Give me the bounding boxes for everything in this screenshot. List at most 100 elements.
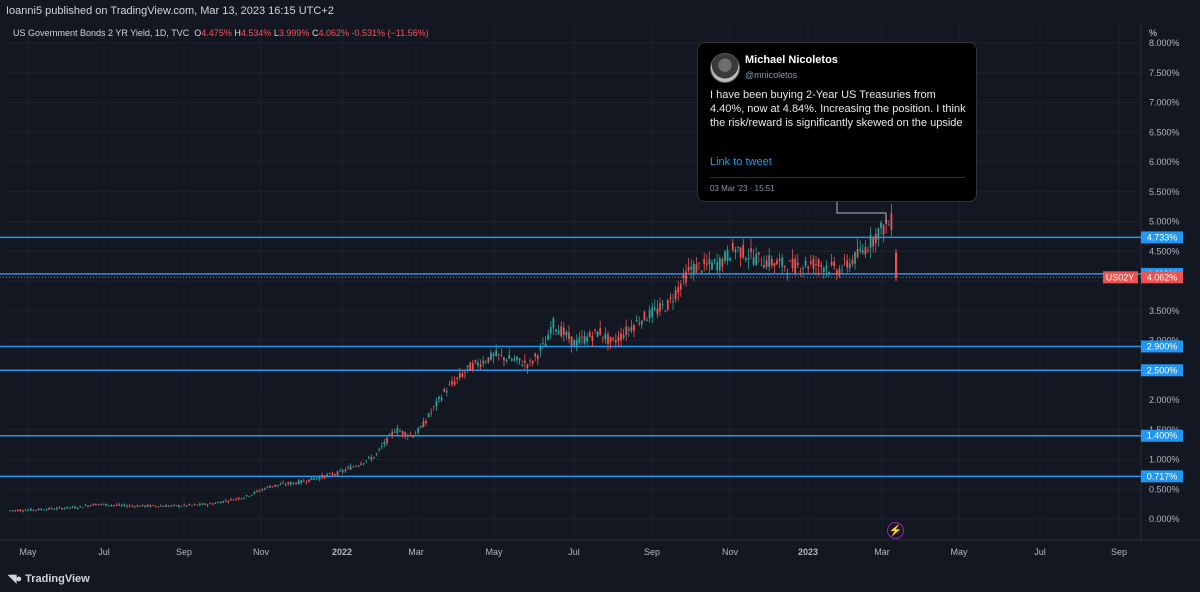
candle-body — [560, 326, 563, 337]
candle-body — [586, 336, 589, 342]
level-price-label: 1.400% — [1147, 431, 1178, 441]
candle-body — [380, 446, 383, 448]
axis-unit-label: % — [1149, 28, 1157, 38]
candle-body — [854, 252, 856, 264]
candle-body — [760, 265, 763, 267]
candle-body — [165, 505, 167, 507]
candle-body — [409, 434, 412, 436]
candle-body — [297, 480, 300, 485]
candle-body — [128, 505, 131, 507]
candle-body — [149, 505, 152, 507]
y-tick-label: 6.000% — [1149, 157, 1180, 167]
candle-body — [35, 509, 37, 511]
symbol-tag — [1103, 271, 1138, 284]
candle-body — [482, 360, 485, 364]
candle-body — [848, 263, 851, 269]
candle-body — [612, 337, 615, 340]
candle-body — [682, 273, 685, 279]
candle-body — [747, 258, 750, 260]
candle-body — [469, 362, 472, 371]
candle-body — [167, 505, 170, 507]
candle-body — [887, 224, 890, 226]
candle-body — [126, 505, 128, 507]
candle-body — [687, 266, 690, 271]
candle-body — [404, 432, 407, 437]
candle-body — [781, 257, 784, 267]
price-chart[interactable]: %8.000% 7.500% 7.000% 6.500% 6.000% 5.500% 5.0… — [0, 0, 1200, 566]
candle-body — [607, 334, 609, 344]
candle-body — [37, 508, 40, 511]
candle-body — [653, 307, 656, 310]
publish-header: Ioanni5 published on TradingView.com, Ma… — [0, 0, 1200, 24]
candle-body — [224, 500, 227, 502]
x-tick-label: Jul — [98, 547, 110, 557]
candle-body — [45, 509, 48, 511]
candle-body — [477, 362, 479, 366]
candle-body — [835, 270, 838, 275]
candle-body — [188, 504, 191, 506]
candle-body — [773, 263, 776, 267]
x-tick-label: Sep — [176, 547, 192, 557]
candle-body — [357, 465, 360, 467]
candle-body — [406, 435, 409, 437]
y-tick-label: 0.500% — [1149, 484, 1180, 494]
candle-body — [79, 506, 82, 507]
candle-body — [666, 299, 669, 310]
candle-body — [500, 354, 503, 356]
candle-body — [365, 460, 368, 462]
candle-body — [48, 507, 50, 510]
candle-body — [386, 437, 388, 444]
candle-body — [417, 428, 420, 433]
candle-body — [604, 333, 607, 340]
candle-body — [864, 247, 867, 255]
candle-body — [157, 506, 160, 508]
candle-body — [276, 485, 279, 486]
candle-body — [435, 401, 438, 407]
candle-body — [370, 457, 373, 460]
candle-body — [237, 497, 240, 500]
candle-body — [344, 469, 347, 472]
candle-body — [58, 507, 61, 509]
candle-body — [63, 508, 66, 510]
candle-body — [289, 482, 292, 485]
candle-body — [401, 430, 404, 435]
x-tick-label: Jul — [568, 547, 580, 557]
candle-body — [555, 329, 557, 332]
candle-body — [768, 255, 771, 267]
candle-body — [825, 266, 828, 269]
candle-body — [594, 329, 596, 331]
y-tick-label: 2.000% — [1149, 395, 1180, 405]
candle-body — [196, 504, 199, 506]
lightning-icon[interactable]: ⚡ — [887, 522, 904, 539]
candle-body — [282, 482, 284, 484]
footer-bar — [0, 566, 1200, 592]
candle-body — [305, 481, 308, 483]
candle-body — [383, 441, 386, 445]
candle-body — [539, 347, 542, 351]
symbol-tag-label: US02Y — [1106, 272, 1135, 282]
tweet-link[interactable]: Link to tweet — [710, 156, 772, 168]
candle-body — [625, 326, 628, 335]
candle-body — [16, 509, 19, 512]
candle-body — [731, 242, 734, 251]
candle-body — [32, 509, 35, 511]
current-price-label: 4.062% — [1147, 272, 1178, 282]
candle-body — [726, 249, 729, 262]
candle-body — [651, 307, 654, 317]
candle-body — [461, 373, 464, 377]
candle-body — [695, 264, 698, 273]
candle-body — [347, 467, 349, 469]
candle-body — [809, 261, 812, 264]
candle-body — [492, 353, 495, 357]
candle-body — [672, 300, 674, 302]
candle-body — [752, 257, 755, 265]
candle-body — [570, 336, 573, 346]
candle-body — [802, 268, 804, 269]
candle-body — [115, 504, 118, 506]
candle-body — [42, 509, 45, 511]
candle-body — [362, 463, 365, 465]
candle-body — [542, 342, 544, 344]
level-price-tag — [1141, 470, 1183, 483]
candle-body — [11, 510, 14, 512]
candle-body — [890, 213, 893, 231]
